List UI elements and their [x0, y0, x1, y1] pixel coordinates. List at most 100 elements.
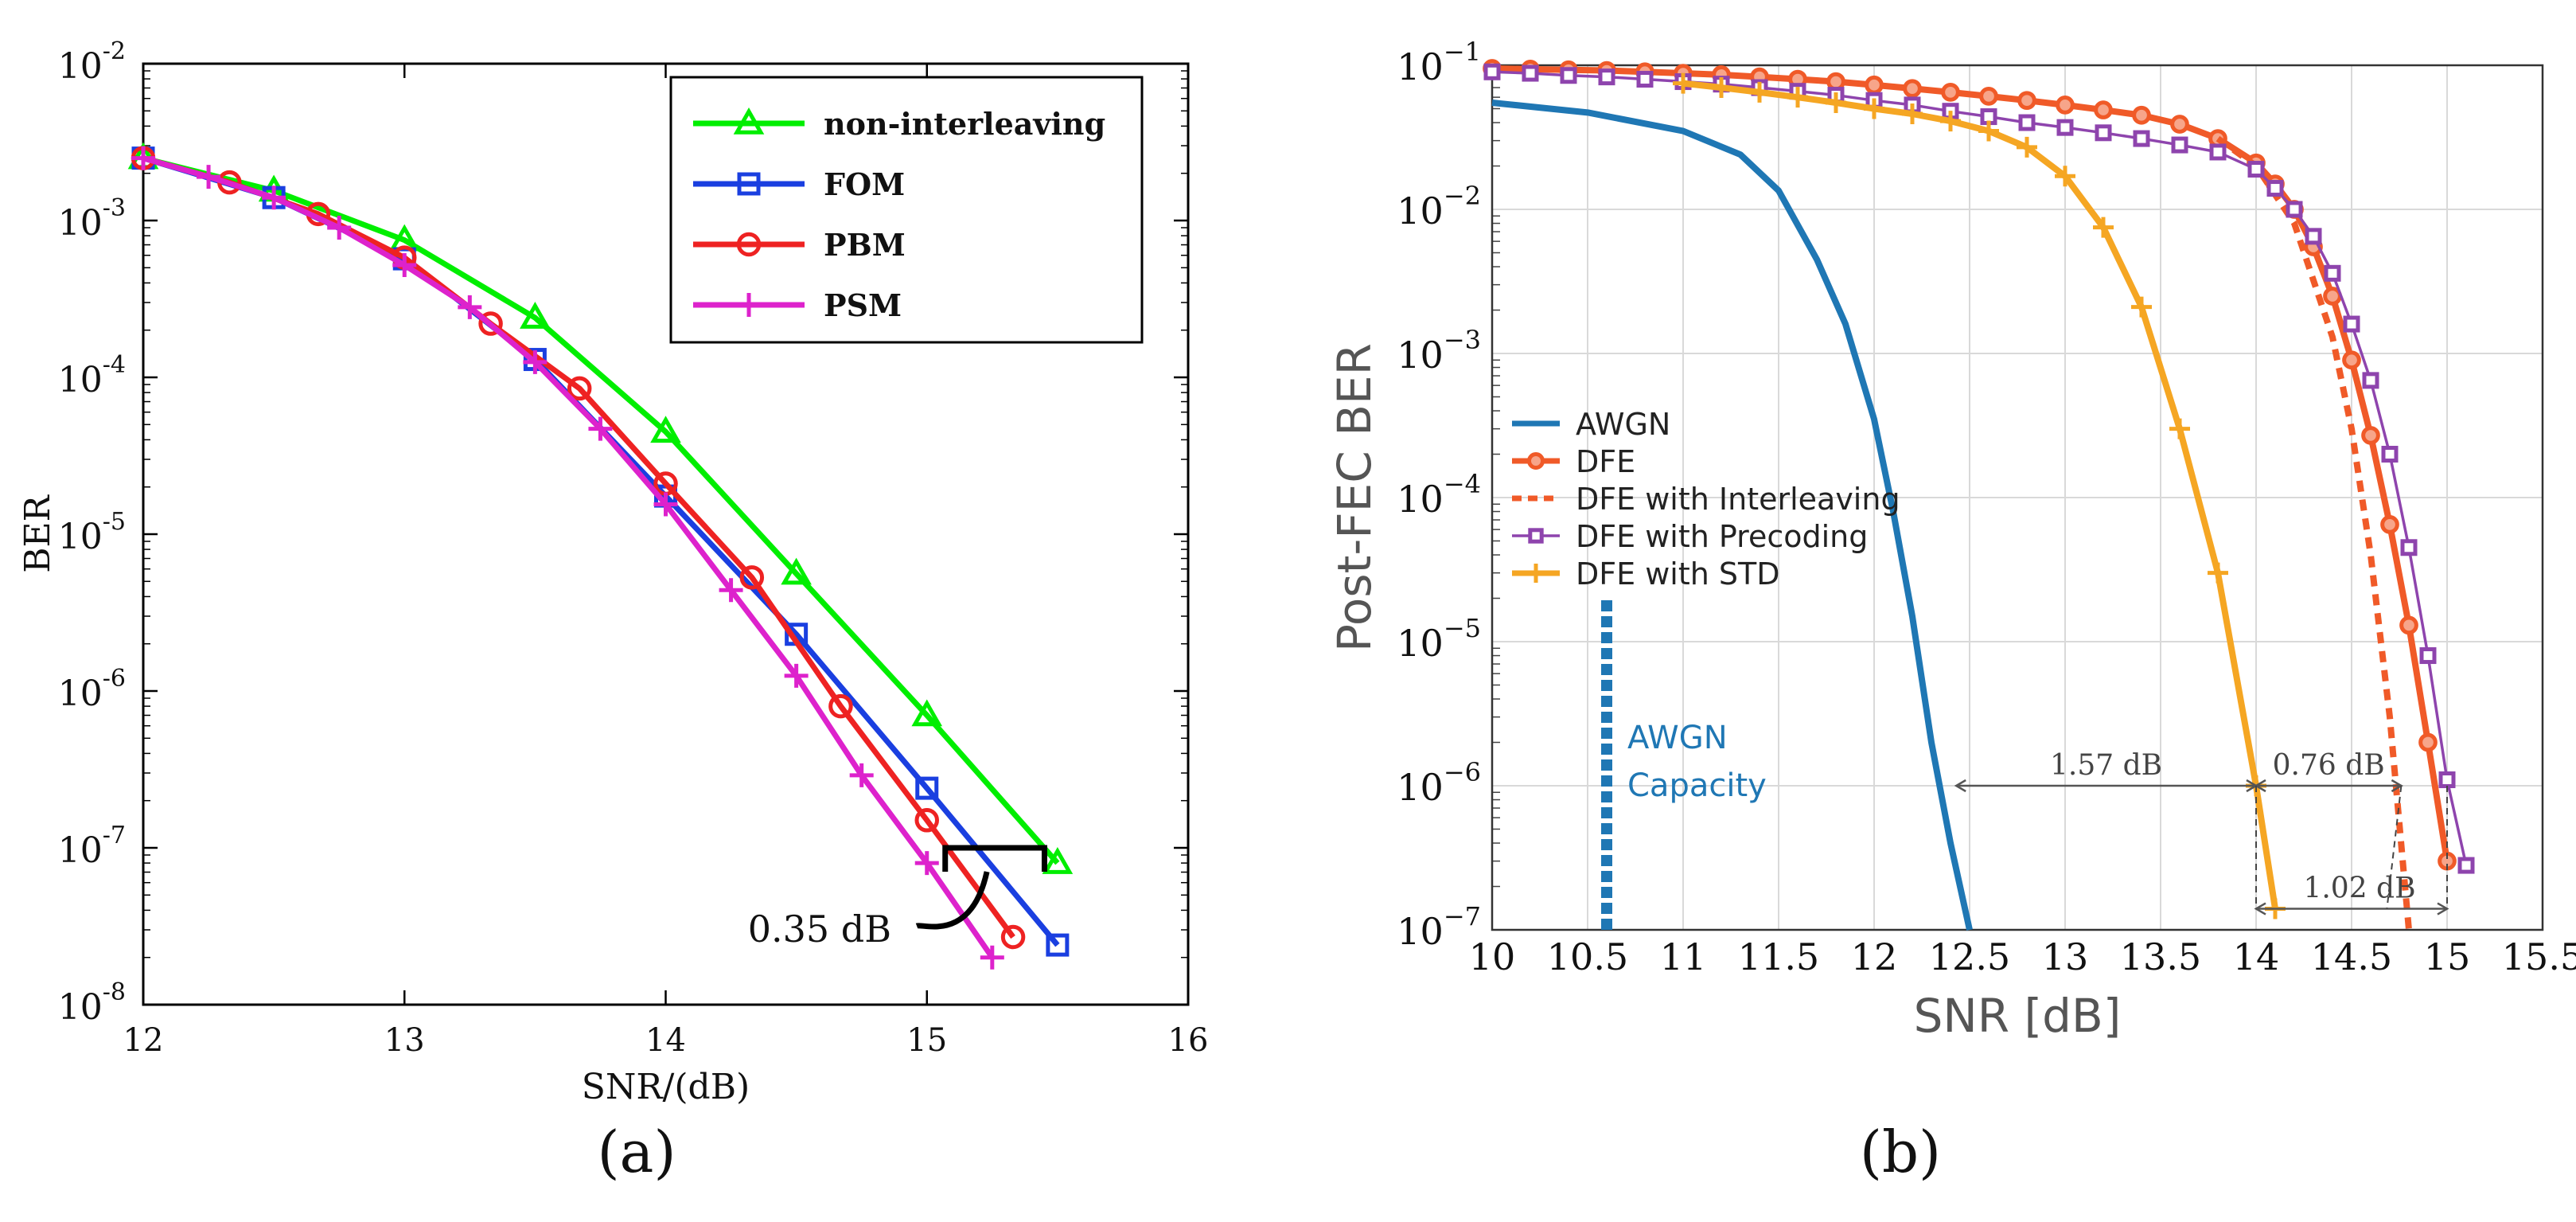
- point-DFE with STD: [1749, 81, 1770, 103]
- point-DFE with Precoding: [2209, 143, 2227, 161]
- panel-label-a: (a): [597, 1119, 676, 1185]
- point-DFE with STD: [2169, 418, 2190, 439]
- dim-1-57-label: 1.57 dB: [2050, 749, 2162, 782]
- y-tick-label-b: 10−5: [1397, 613, 1481, 665]
- point-DFE with Precoding: [2247, 161, 2265, 178]
- legend-marker-b: [1526, 564, 1545, 583]
- point-non-interleaving: [781, 557, 812, 585]
- x-tick-label-b: 14.5: [2311, 935, 2392, 978]
- point-PSM: [523, 349, 548, 374]
- point-DFE with Precoding: [2457, 857, 2475, 874]
- point-DFE with STD: [1902, 103, 1923, 125]
- point-PSM: [849, 763, 874, 787]
- point-non-interleaving: [650, 416, 681, 443]
- legend-marker-b: [1528, 528, 1544, 544]
- y-axis-label-a: BER: [18, 494, 58, 572]
- y-tick-label-a: 10-7: [58, 822, 126, 871]
- point-DFE with STD: [1826, 92, 1846, 113]
- point-DFE with Precoding: [2286, 201, 2303, 218]
- y-tick-label-a: 10-8: [58, 978, 126, 1028]
- point-FOM: [915, 776, 939, 800]
- point-DFE: [1979, 87, 1998, 106]
- point-DFE: [1865, 75, 1884, 95]
- point-DFE: [2342, 350, 2361, 370]
- legend-marker-a: [733, 107, 765, 135]
- series-line-AWGN: [1491, 100, 1973, 931]
- x-tick-label-a: 15: [906, 1022, 947, 1059]
- y-tick-label-a: 10-3: [58, 194, 126, 244]
- point-FOM: [1046, 933, 1070, 957]
- x-tick-label-b: 11.5: [1738, 935, 1819, 978]
- point-DFE with Precoding: [2095, 124, 2112, 142]
- dim-0-76-label: 0.76 dB: [2273, 749, 2385, 782]
- point-DFE: [2380, 515, 2399, 534]
- point-DFE with Precoding: [2324, 264, 2341, 282]
- point-DFE: [2056, 96, 2075, 115]
- point-PSM: [262, 185, 286, 210]
- series-line-PSM: [142, 155, 995, 959]
- legend-label-a: FOM: [824, 166, 905, 202]
- x-tick-label-b: 10.5: [1547, 935, 1628, 978]
- y-tick-label-b: 10−6: [1397, 757, 1481, 809]
- dim-1-02-label: 1.02 dB: [2303, 873, 2415, 905]
- point-DFE: [2399, 615, 2418, 635]
- x-tick-label-a: 13: [384, 1022, 425, 1059]
- x-tick-label-a: 12: [123, 1022, 164, 1059]
- x-axis-label-b: SNR [dB]: [1914, 989, 2122, 1043]
- point-DFE with STD: [1978, 120, 1999, 142]
- chart-a: 12 13 14 15 16 10-8 10-7 10-6 10-5 10-4 10-3 10-2 SN…: [18, 37, 1208, 1107]
- point-DFE with Precoding: [2305, 228, 2322, 245]
- x-tick-label-b: 13: [2042, 935, 2089, 978]
- legend-label-a: PBM: [824, 227, 906, 263]
- point-DFE: [2170, 115, 2189, 134]
- point-DFE: [2361, 426, 2380, 445]
- x-tick-label-b: 14: [2233, 935, 2280, 978]
- plot-frame-b: [1491, 64, 2544, 931]
- chart-b: 10 10.5 11 11.5 12 12.5 13 13.5 14 14.5 15 15.5 10−7…: [1327, 37, 2576, 1043]
- point-DFE with Precoding: [1636, 71, 1654, 88]
- legend-label-b: DFE with STD: [1576, 556, 1780, 591]
- legend-label-b: DFE with Precoding: [1576, 519, 1868, 554]
- annotation-bracket-a: [942, 845, 1047, 872]
- legend-marker-b: [1527, 452, 1545, 470]
- annotation-leader-a: [915, 871, 990, 930]
- point-PSM: [784, 663, 809, 688]
- dim-dropline: [2386, 785, 2403, 909]
- point-DFE with Precoding: [2266, 180, 2284, 197]
- x-tick-label-b: 15: [2424, 935, 2471, 978]
- panel-label-b: (b): [1860, 1119, 1941, 1185]
- point-DFE with Precoding: [2056, 119, 2074, 136]
- x-tick-label-a: 16: [1168, 1022, 1209, 1059]
- x-tick-label-b: 11: [1660, 935, 1707, 978]
- x-tick-label-b: 12.5: [1929, 935, 2010, 978]
- y-tick-label-b: 10−2: [1397, 181, 1481, 232]
- point-PBM: [478, 311, 503, 336]
- point-DFE with Precoding: [1522, 64, 1539, 82]
- point-DFE: [1941, 83, 1960, 102]
- point-DFE with Precoding: [2419, 647, 2437, 665]
- point-DFE with STD: [1787, 87, 1808, 108]
- x-tick-label-b: 13.5: [2120, 935, 2201, 978]
- y-tick-label-b: 10−7: [1397, 901, 1481, 953]
- point-non-interleaving: [911, 699, 943, 727]
- point-PBM: [567, 376, 592, 401]
- legend-marker-a: [737, 293, 761, 317]
- legend-label-b: DFE: [1576, 444, 1635, 479]
- y-tick-label-a: 10-4: [58, 351, 126, 400]
- point-PSM: [914, 851, 939, 876]
- annotation-capacity: Capacity: [1627, 767, 1767, 804]
- legend-label-b: AWGN: [1576, 407, 1670, 442]
- point-DFE with Precoding: [2343, 315, 2360, 333]
- point-DFE: [2132, 105, 2151, 125]
- y-tick-label-a: 10-6: [58, 665, 126, 714]
- point-non-interleaving: [520, 302, 551, 329]
- x-tick-label-b: 12: [1851, 935, 1898, 978]
- x-tick-label-a: 14: [645, 1022, 686, 1059]
- point-DFE with Precoding: [2018, 114, 2036, 131]
- y-tick-label-b: 10−4: [1397, 469, 1481, 521]
- point-PBM: [914, 808, 939, 833]
- point-DFE with Precoding: [1560, 67, 1577, 84]
- x-tick-label-b: 15.5: [2502, 935, 2576, 978]
- legend-label-a: non-interleaving: [824, 106, 1105, 142]
